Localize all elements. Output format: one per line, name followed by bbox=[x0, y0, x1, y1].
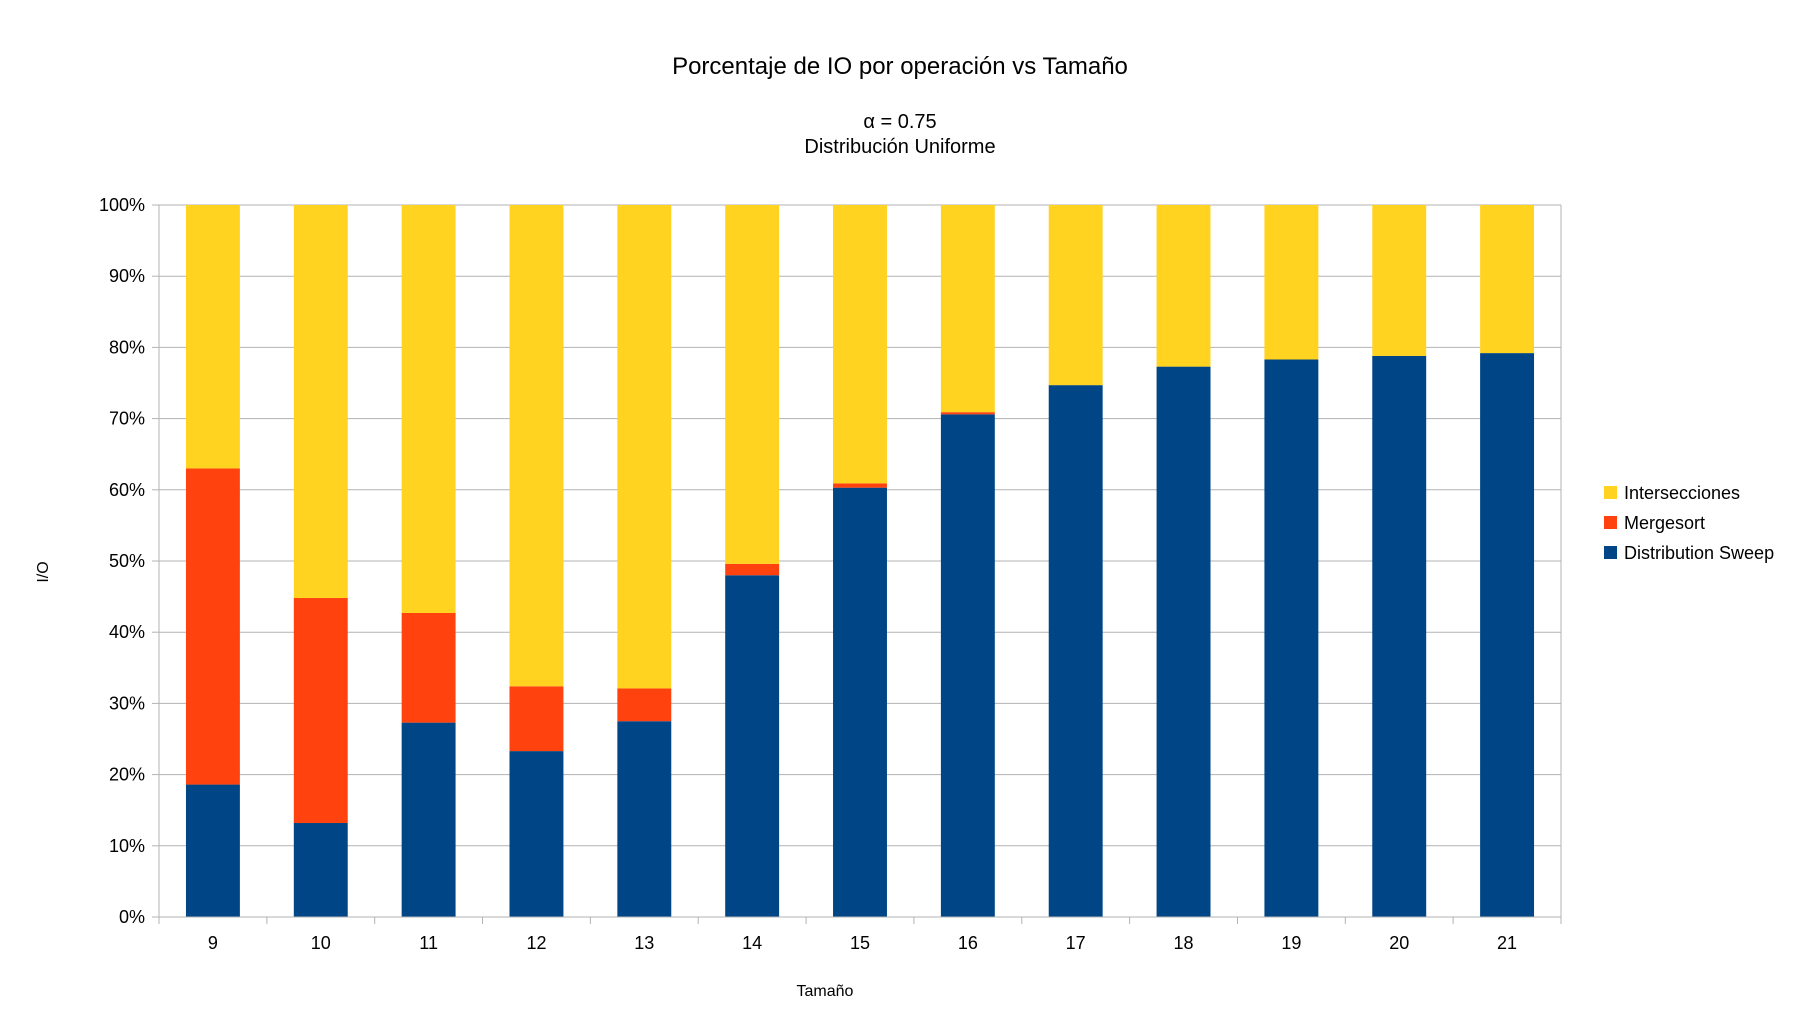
bar-intersecciones bbox=[509, 205, 564, 687]
axes bbox=[158, 205, 1562, 924]
y-axis-label: I/O bbox=[35, 561, 52, 582]
legend-swatch bbox=[1604, 516, 1617, 529]
legend-swatch bbox=[1604, 546, 1617, 559]
bar-distribution-sweep bbox=[725, 575, 780, 917]
bar-intersecciones bbox=[293, 205, 348, 599]
x-tick-label: 11 bbox=[419, 933, 438, 953]
bar-intersecciones bbox=[833, 205, 887, 484]
x-tick-label: 20 bbox=[1389, 933, 1409, 953]
bar-mergesort bbox=[185, 468, 240, 785]
bar-distribution-sweep bbox=[1156, 366, 1211, 917]
bar-distribution-sweep bbox=[509, 751, 564, 917]
y-tick-label: 20% bbox=[109, 765, 145, 785]
bar-mergesort bbox=[293, 598, 348, 824]
chart-subtitle-line-2: Distribución Uniforme bbox=[804, 136, 995, 158]
bar-intersecciones bbox=[1048, 205, 1103, 386]
bar-distribution-sweep bbox=[1480, 353, 1535, 917]
legend-label: Distribution Sweep bbox=[1624, 543, 1774, 563]
y-tick-label: 70% bbox=[109, 409, 145, 429]
bar-mergesort bbox=[401, 612, 456, 723]
legend-label: Intersecciones bbox=[1624, 483, 1740, 503]
bar-mergesort bbox=[833, 483, 887, 488]
y-tick-label: 10% bbox=[109, 836, 145, 856]
x-tick-label: 13 bbox=[634, 933, 654, 953]
bar-distribution-sweep bbox=[293, 823, 348, 917]
x-axis-label: Tamaño bbox=[797, 983, 854, 1000]
bar-mergesort bbox=[940, 412, 995, 415]
x-tick-labels: 9 10 11 12 13 14 15 16 17 18 19 20 21 bbox=[208, 933, 1517, 953]
bar-distribution-sweep bbox=[940, 414, 995, 917]
x-tick-label: 9 bbox=[208, 933, 218, 953]
chart-title: Porcentaje de IO por operación vs Tamaño bbox=[672, 53, 1128, 80]
x-tick-label: 16 bbox=[958, 933, 978, 953]
y-tick-label: 90% bbox=[109, 266, 145, 286]
y-tick-label: 60% bbox=[109, 480, 145, 500]
bars bbox=[185, 205, 1535, 918]
bar-mergesort bbox=[725, 563, 780, 576]
bar-intersecciones bbox=[940, 205, 995, 413]
legend: Intersecciones Mergesort Distribution Swee… bbox=[1604, 483, 1774, 563]
y-tick-label: 30% bbox=[109, 693, 145, 713]
bar-distribution-sweep bbox=[1048, 385, 1103, 917]
legend-swatch bbox=[1604, 486, 1617, 499]
y-tick-label: 50% bbox=[109, 551, 145, 571]
bar-distribution-sweep bbox=[1372, 355, 1427, 918]
bar-intersecciones bbox=[1372, 205, 1427, 356]
bar-intersecciones bbox=[617, 205, 672, 689]
y-tick-label: 100% bbox=[99, 195, 145, 215]
bar-intersecciones bbox=[1156, 205, 1211, 367]
x-tick-label: 17 bbox=[1066, 933, 1086, 953]
bar-distribution-sweep bbox=[401, 722, 456, 917]
x-tick-label: 21 bbox=[1497, 933, 1517, 953]
y-tick-label: 40% bbox=[109, 622, 145, 642]
bar-distribution-sweep bbox=[1264, 359, 1319, 917]
x-tick-label: 14 bbox=[742, 933, 762, 953]
x-tick-label: 15 bbox=[850, 933, 870, 953]
y-tick-label: 80% bbox=[109, 337, 145, 357]
bar-intersecciones bbox=[401, 205, 456, 613]
y-tick-labels: 0% 10% 20% 30% 40% 50% 60% 70% 80% 90% 100% bbox=[99, 195, 145, 927]
y-tick-label: 0% bbox=[119, 907, 145, 927]
bar-intersecciones bbox=[1480, 205, 1535, 354]
x-tick-label: 12 bbox=[526, 933, 546, 953]
legend-label: Mergesort bbox=[1624, 513, 1705, 533]
bar-distribution-sweep bbox=[185, 784, 240, 917]
bar-intersecciones bbox=[185, 205, 240, 469]
chart-subtitle-line-1: α = 0.75 bbox=[863, 111, 936, 133]
bar-mergesort bbox=[509, 686, 564, 752]
bar-distribution-sweep bbox=[617, 721, 672, 917]
x-tick-label: 19 bbox=[1281, 933, 1301, 953]
x-tick-label: 18 bbox=[1174, 933, 1194, 953]
bar-intersecciones bbox=[725, 205, 780, 564]
bar-intersecciones bbox=[1264, 205, 1319, 360]
bar-distribution-sweep bbox=[833, 487, 887, 917]
x-tick-label: 10 bbox=[311, 933, 331, 953]
bar-mergesort bbox=[617, 688, 672, 722]
